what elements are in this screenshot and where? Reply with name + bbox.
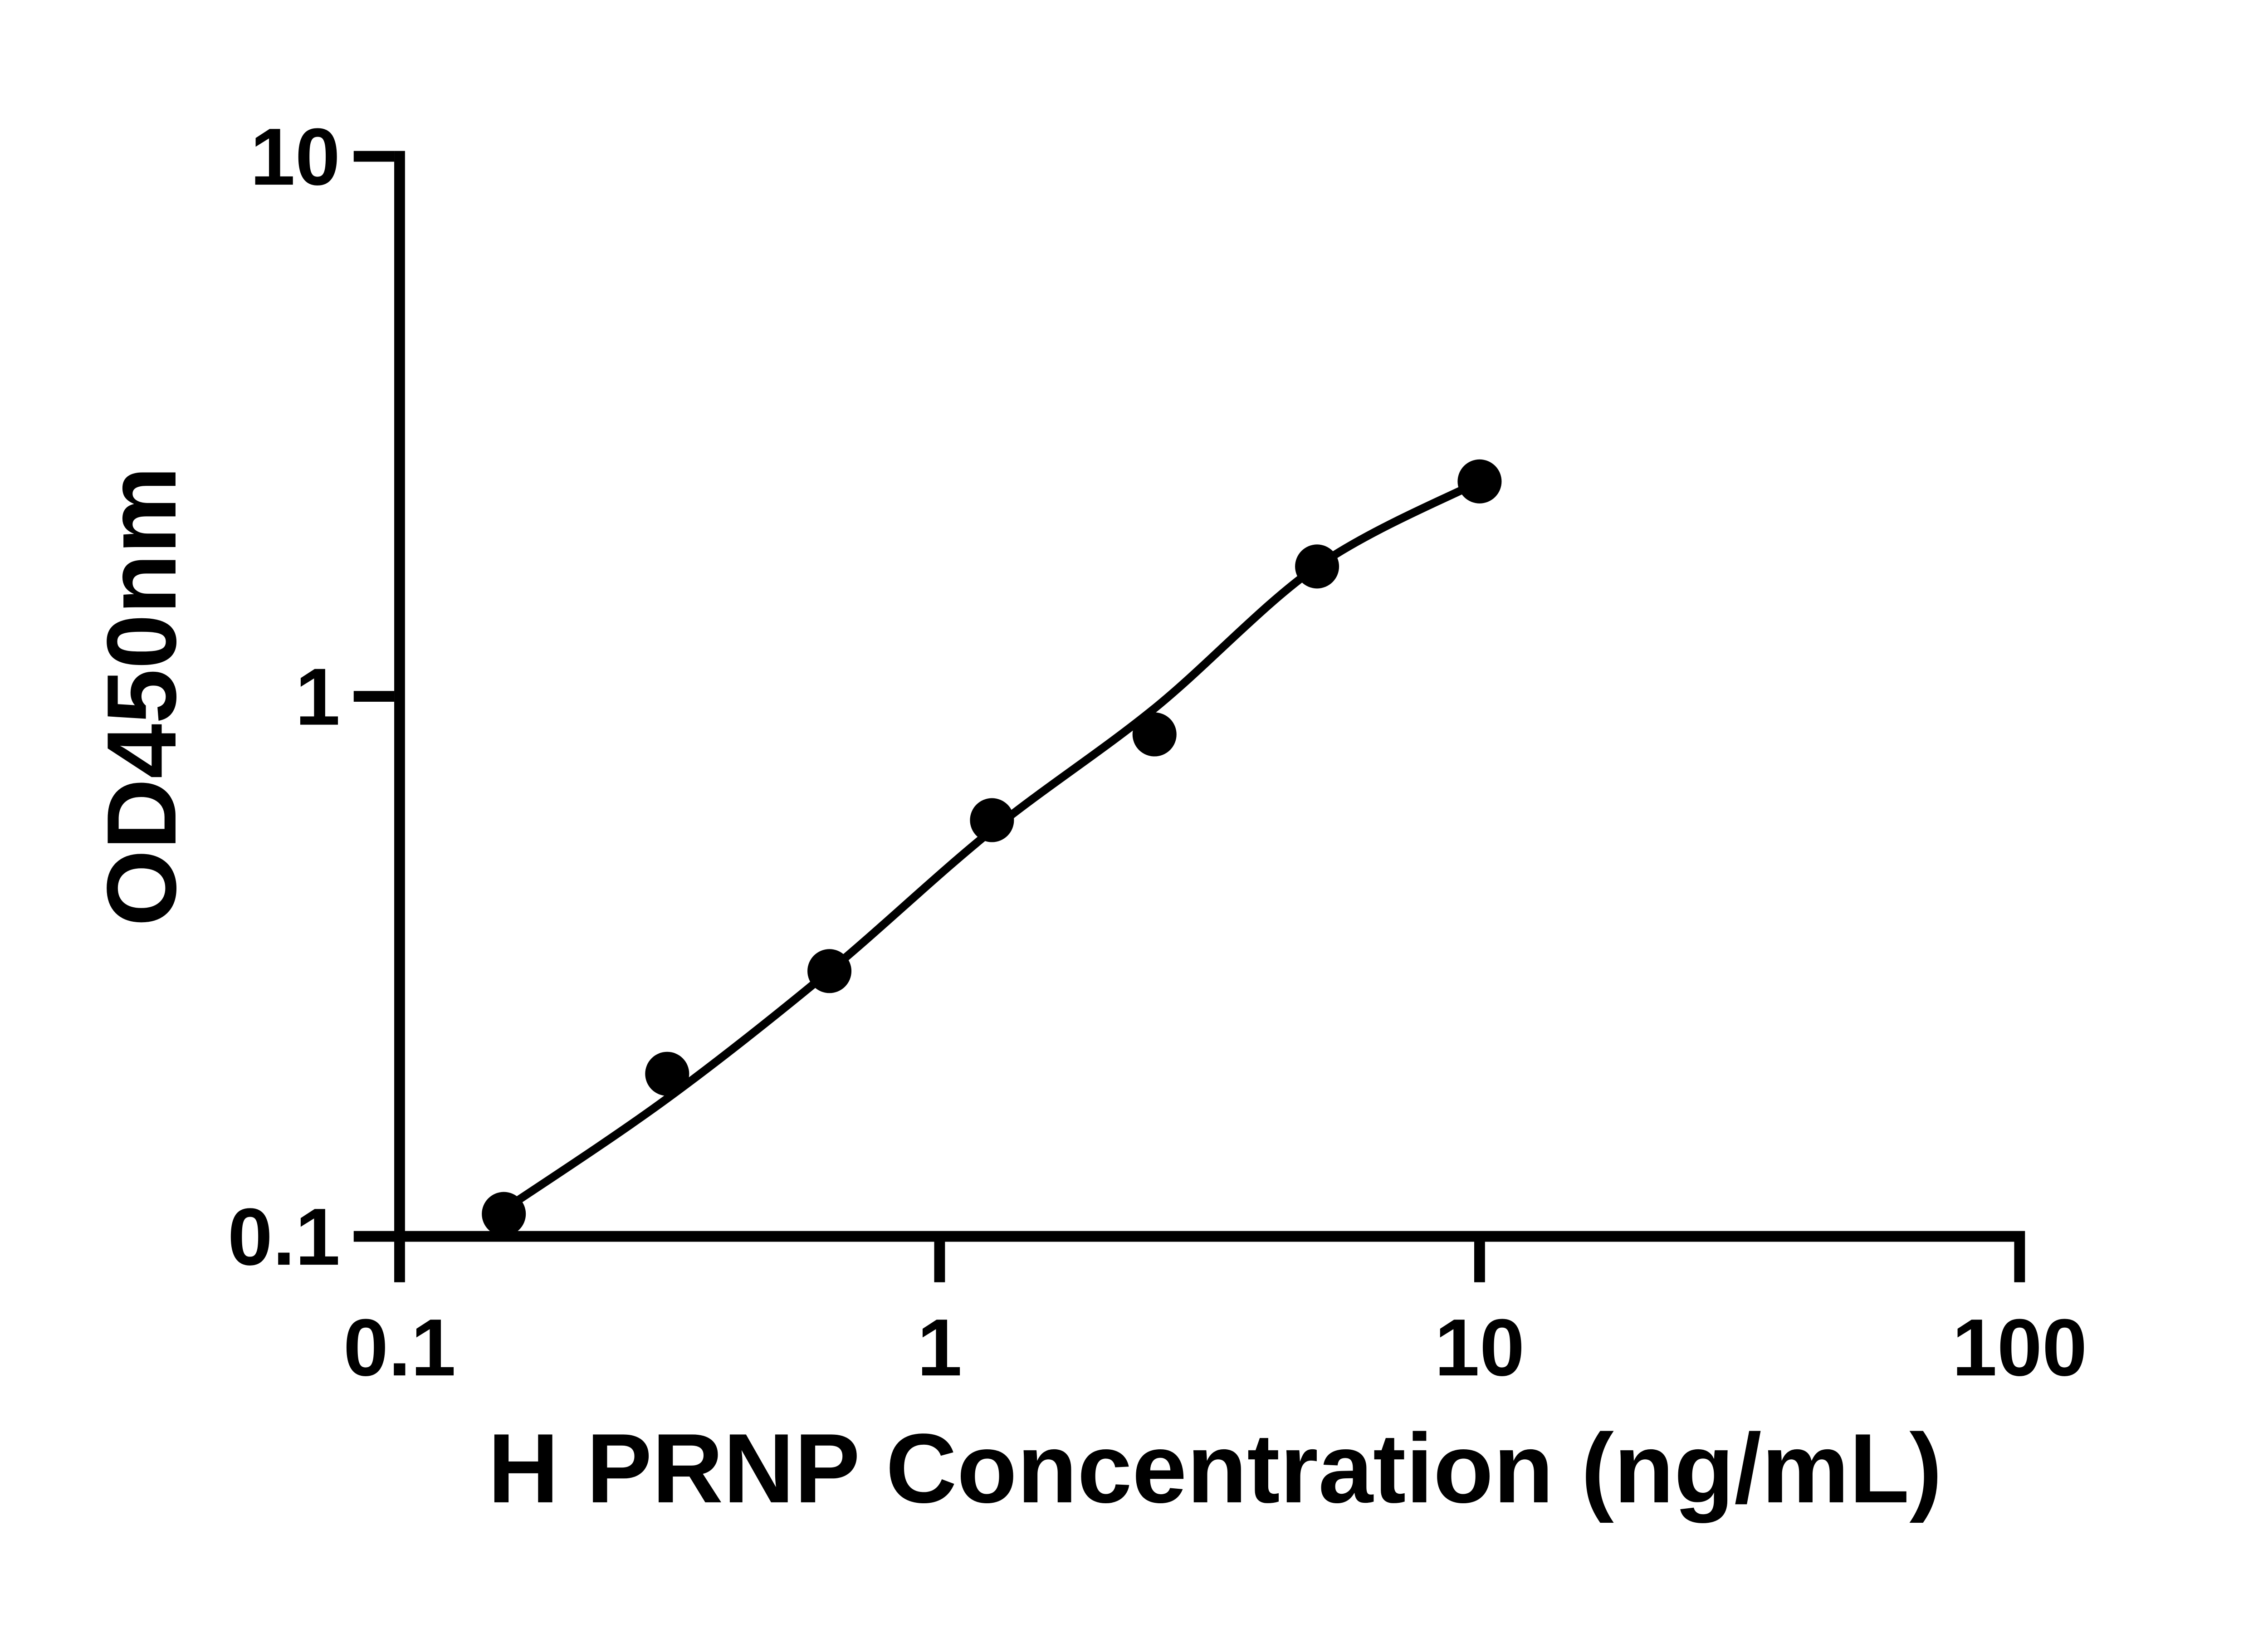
x-axis-title: H PRNP Concentration (ng/mL) [488,1413,1942,1524]
y-tick-label: 1 [295,651,340,742]
data-point-marker [1132,712,1177,757]
data-point-marker [645,1051,689,1096]
data-point-marker [1457,459,1502,504]
y-tick-label: 0.1 [228,1191,340,1282]
data-points-layer [482,459,1502,1236]
y-tick-label: 10 [250,111,340,202]
data-point-marker [970,798,1014,842]
x-tick-label: 100 [1952,1302,2087,1393]
y-axis-ticks: 0.1 1 10 [228,111,395,1282]
data-point-marker [1295,544,1339,589]
x-tick-label: 1 [917,1302,962,1393]
x-tick-label: 0.1 [343,1302,456,1393]
y-axis-title: OD450nm [87,466,197,926]
plot-background [0,6,2268,1627]
x-axis-ticks: 0.1 1 10 100 [343,1242,2087,1393]
x-tick-label: 10 [1435,1302,1525,1393]
data-point-marker [482,1192,526,1236]
data-point-marker [807,949,852,993]
